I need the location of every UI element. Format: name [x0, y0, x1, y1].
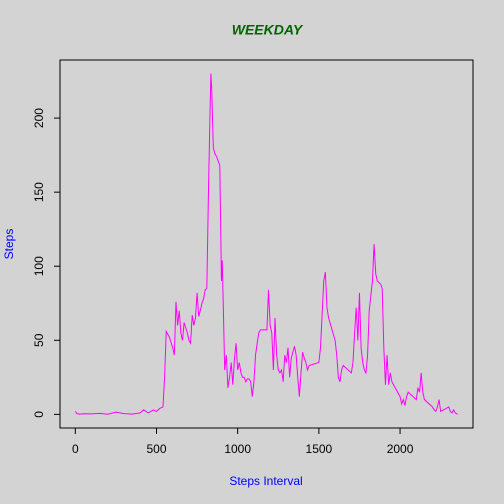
- y-tick-label: 50: [32, 333, 46, 347]
- data-line: [74, 73, 458, 415]
- x-tick-label: 1000: [224, 442, 251, 456]
- y-tick-label: 150: [32, 182, 46, 202]
- x-tick-label: 500: [146, 442, 166, 456]
- y-tick-label: 100: [32, 256, 46, 276]
- x-tick-label: 0: [72, 442, 79, 456]
- x-tick-label: 1500: [306, 442, 333, 456]
- y-tick-label: 0: [32, 411, 46, 418]
- chart-title: WEEKDAY: [232, 22, 304, 38]
- y-tick-label: 200: [32, 108, 46, 128]
- plot-frame: [59, 59, 474, 429]
- y-axis-label: Steps: [2, 229, 16, 260]
- x-tick-label: 2000: [387, 442, 414, 456]
- x-axis-label: Steps Interval: [229, 474, 302, 488]
